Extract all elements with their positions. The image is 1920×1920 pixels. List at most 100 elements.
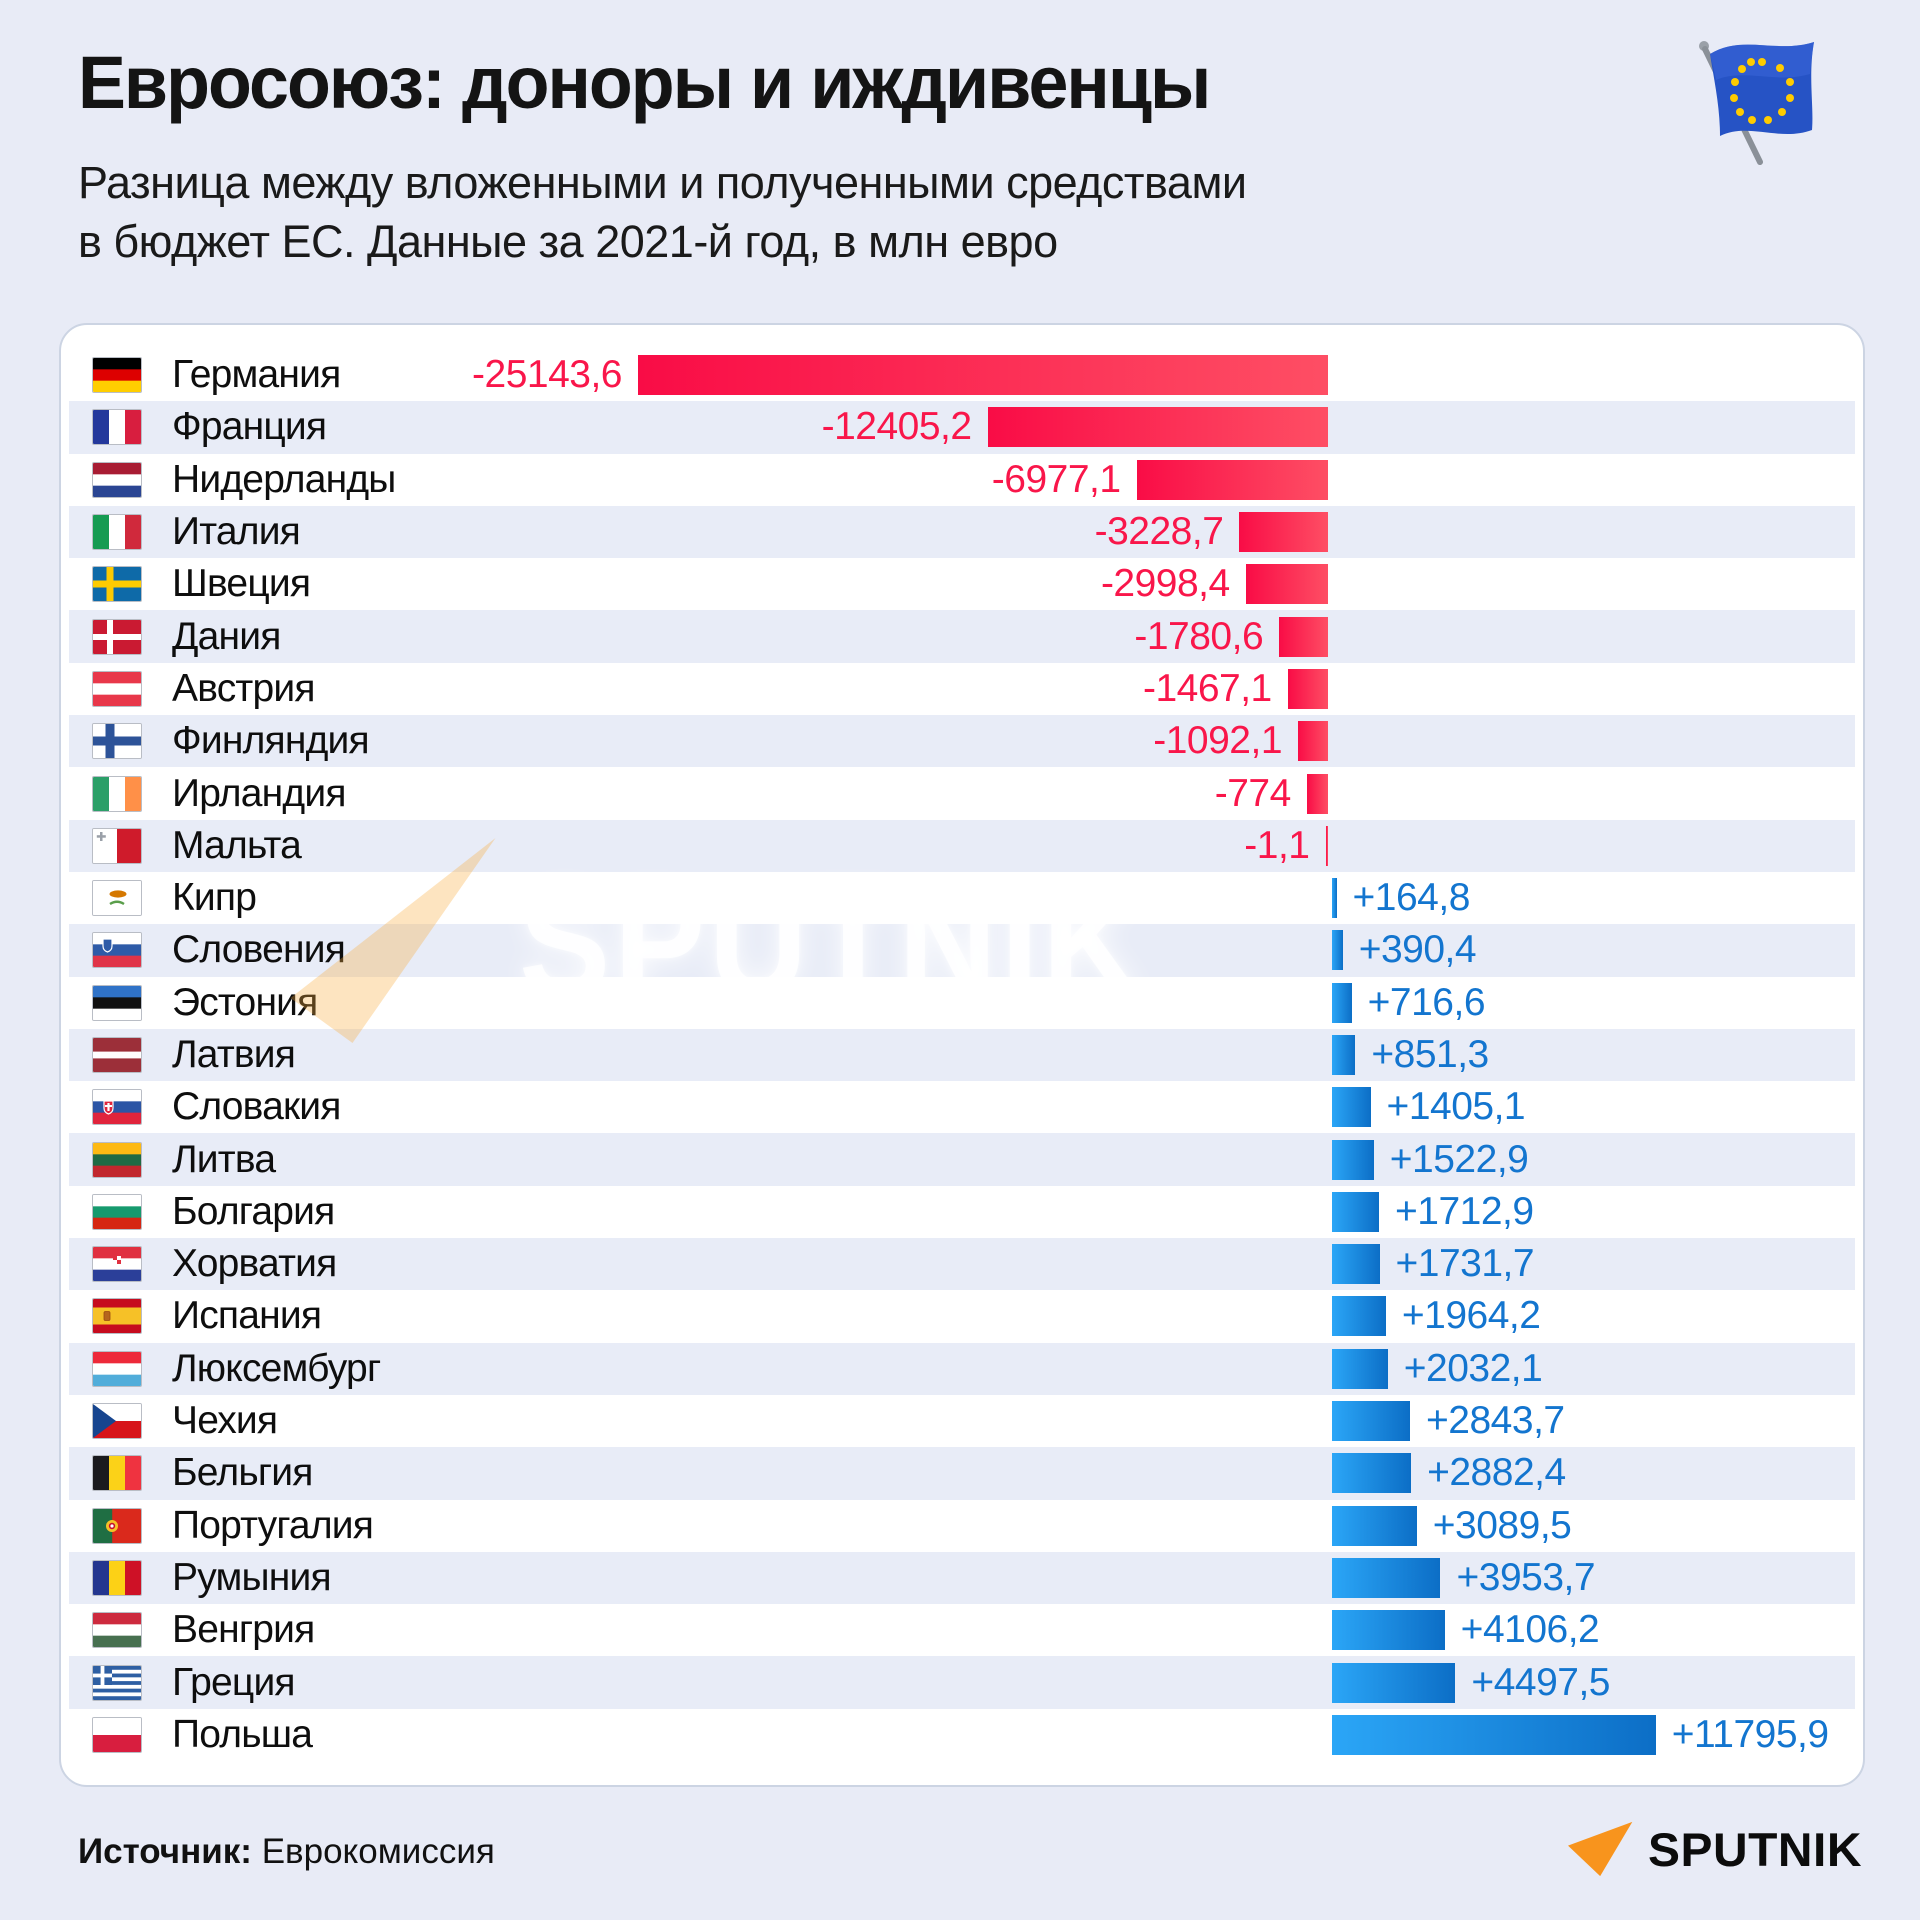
flag-icon-sk [92, 1089, 142, 1126]
country-label: Эстония [172, 980, 318, 1024]
bar [1245, 564, 1328, 605]
value-label: +1712,9 [1395, 1189, 1534, 1233]
country-label: Ирландия [172, 771, 346, 815]
country-label: Дания [172, 614, 281, 658]
country-label: Словения [172, 928, 346, 972]
country-label: Италия [172, 510, 301, 554]
chart-row: Австрия -1467,1 [69, 663, 1855, 715]
chart-row: Румыния +3953,7 [69, 1551, 1855, 1605]
country-label: Австрия [172, 666, 315, 710]
value-label: +1522,9 [1389, 1137, 1529, 1181]
country-label: Бельгия [172, 1451, 313, 1495]
country-label: Литва [172, 1137, 276, 1181]
chart-row: Мальта -1,1 [69, 819, 1855, 872]
country-label: Словакия [172, 1085, 341, 1129]
flag-icon-ie [92, 775, 142, 812]
chart-row: Швеция -2998,4 [69, 558, 1855, 610]
flag-icon-ro [92, 1559, 142, 1596]
chart-row: Германия -25143,6 [69, 349, 1855, 401]
flag-icon-fi [92, 723, 142, 760]
value-label: +2882,4 [1427, 1451, 1566, 1495]
bar [1332, 1244, 1380, 1285]
source-line: Источник: Еврокомиссия [78, 1832, 495, 1872]
sputnik-logo: SPUTNIK [1568, 1820, 1862, 1878]
eu-stars [1730, 58, 1794, 124]
value-label: -774 [1214, 771, 1292, 815]
value-label: +1405,1 [1386, 1085, 1526, 1129]
bar [1298, 721, 1328, 762]
flag-icon-pl [92, 1716, 142, 1753]
flag-icon-lv [92, 1037, 142, 1073]
bar [1332, 1139, 1374, 1180]
source-label: Источник: [78, 1832, 252, 1871]
country-label: Швеция [172, 562, 311, 606]
chart-row: Италия -3228,7 [69, 505, 1855, 559]
country-label: Нидерланды [172, 457, 396, 501]
chart-row: Словакия +1405,1 [69, 1081, 1855, 1133]
source-value: Еврокомиссия [251, 1832, 495, 1871]
sputnik-wordmark: SPUTNIK [1648, 1822, 1863, 1876]
chart-row: Финляндия -1092,1 [69, 715, 1855, 768]
flag-icon-cy [92, 880, 142, 917]
value-label: +164,8 [1352, 876, 1471, 920]
chart-row: Люксембург +2032,1 [69, 1342, 1855, 1395]
country-label: Болгария [172, 1189, 335, 1233]
value-label: -1092,1 [1153, 719, 1283, 763]
bar [1332, 1662, 1456, 1703]
chart-row: Дания -1780,6 [69, 610, 1855, 663]
flag-icon-de [92, 357, 142, 394]
chart-row: Словения +390,4 [69, 924, 1855, 977]
bar [1332, 1035, 1356, 1075]
flag-icon-nl [92, 461, 142, 498]
chart-row: Нидерланды -6977,1 [69, 454, 1855, 506]
bar [1332, 1505, 1417, 1546]
chart-row: Латвия +851,3 [69, 1028, 1855, 1082]
country-label: Польша [172, 1712, 313, 1756]
flag-icon-cz [92, 1403, 142, 1440]
value-label: +851,3 [1371, 1033, 1489, 1076]
bar [1332, 878, 1337, 919]
flag-icon-at [92, 670, 142, 707]
country-label: Латвия [172, 1033, 296, 1076]
flag-icon-pt [92, 1507, 142, 1544]
sputnik-arrow-icon [1568, 1821, 1633, 1877]
bar [1306, 773, 1328, 814]
bar [1332, 1557, 1441, 1598]
value-label: +716,6 [1367, 980, 1486, 1024]
chart-row: Литва +1522,9 [69, 1133, 1855, 1186]
chart-row: Хорватия +1731,7 [69, 1238, 1855, 1291]
country-label: Испания [172, 1294, 322, 1338]
value-label: +3089,5 [1432, 1503, 1572, 1547]
value-label: -6977,1 [991, 457, 1121, 501]
bar [1332, 1610, 1445, 1651]
flag-icon-lt [92, 1141, 142, 1178]
country-label: Греция [172, 1660, 296, 1704]
chart-rows: Германия -25143,6 Франция -12405,2 Нидерланд… [69, 349, 1855, 1761]
chart-row: Кипр +164,8 [69, 872, 1855, 924]
flag-icon-ee [92, 984, 142, 1021]
bar [1332, 930, 1343, 971]
value-label: -1467,1 [1142, 666, 1272, 710]
page-title: Евросоюз: доноры и иждивенцы [78, 41, 1211, 124]
page-subtitle: Разница между вложенными и полученными с… [78, 153, 1638, 272]
value-label: +3953,7 [1456, 1555, 1596, 1599]
flag-icon-it [92, 514, 142, 551]
bar [1332, 1714, 1656, 1755]
flag-icon-si [92, 932, 142, 969]
header: Евросоюз: доноры и иждивенцы Разница меж… [78, 40, 1638, 272]
flag-icon-lu [92, 1350, 142, 1387]
flag-icon-be [92, 1455, 142, 1492]
bar [1332, 1087, 1371, 1128]
country-label: Румыния [172, 1555, 332, 1599]
flag-icon-fr [92, 409, 142, 446]
flag-icon-hu [92, 1612, 142, 1649]
country-label: Хорватия [172, 1242, 337, 1286]
chart-row: Венгрия +4106,2 [69, 1604, 1855, 1656]
chart-row: Польша +11795,9 [69, 1709, 1855, 1761]
country-label: Чехия [172, 1399, 278, 1443]
value-label: +1964,2 [1401, 1294, 1541, 1338]
country-label: Кипр [172, 876, 257, 920]
chart-row: Болгария +1712,9 [69, 1186, 1855, 1238]
bar [1136, 459, 1328, 500]
